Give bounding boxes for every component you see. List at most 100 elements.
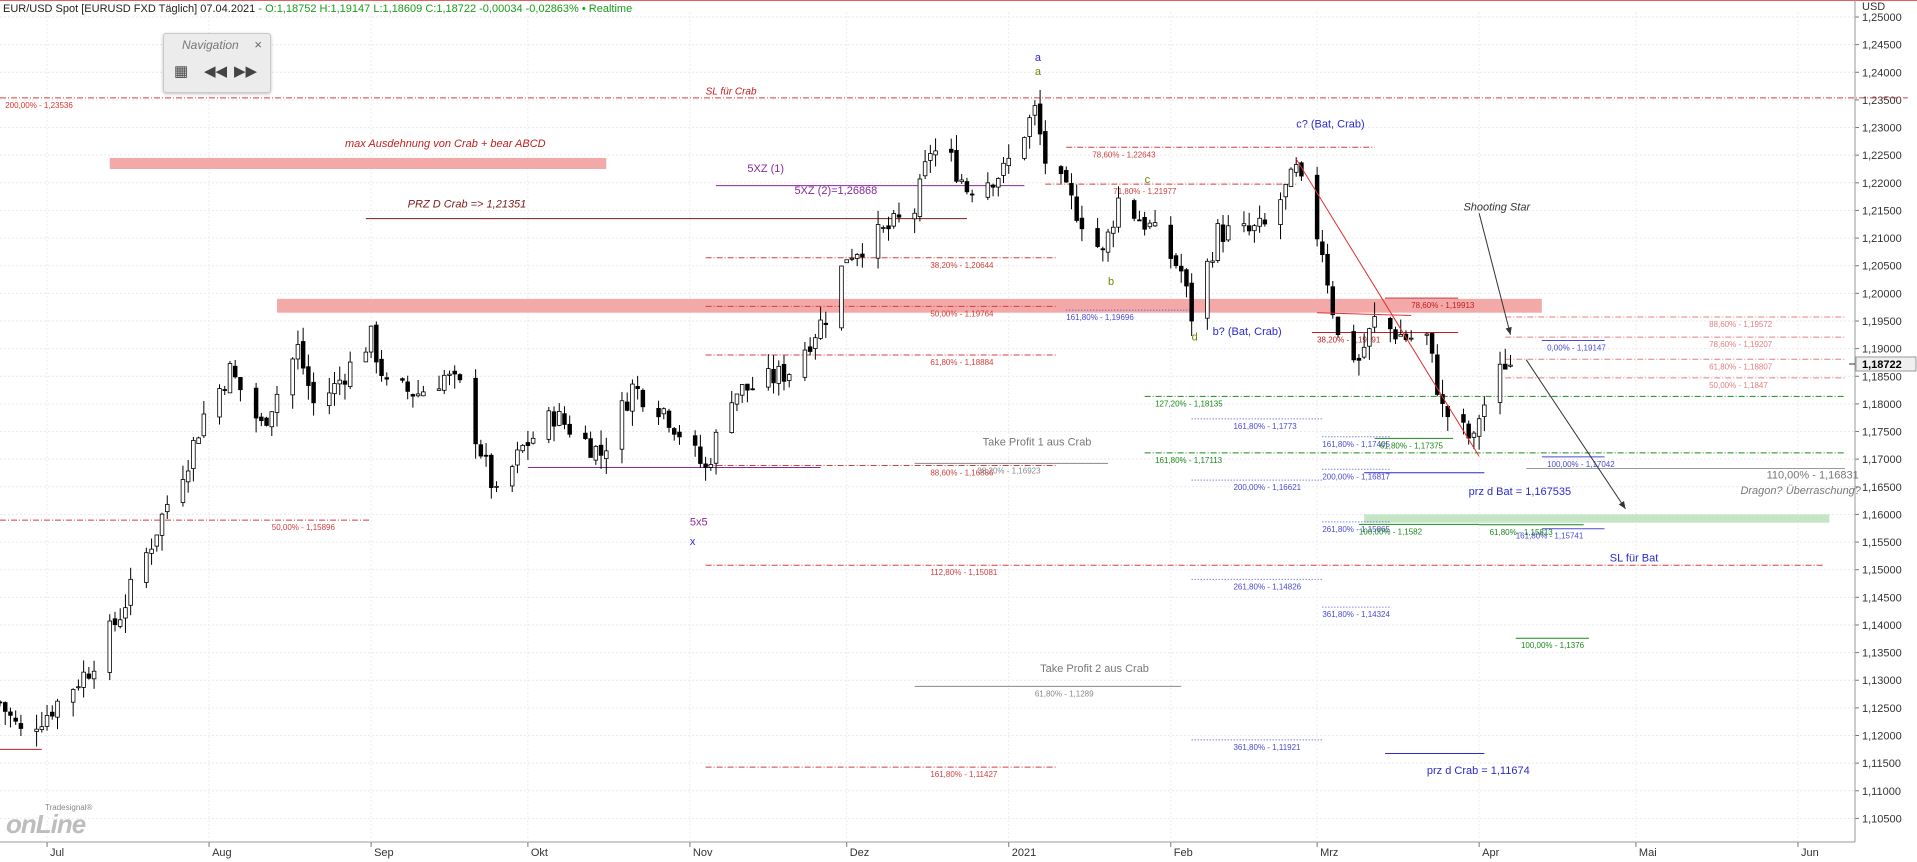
candle-body: [1058, 166, 1064, 175]
candle-body: [839, 265, 844, 329]
candle-body: [128, 578, 133, 606]
candle-body: [1064, 170, 1069, 183]
chart-annotation: Take Profit 2 aus Crab: [1040, 663, 1149, 675]
close-icon[interactable]: ×: [254, 37, 262, 52]
candle-body: [1372, 316, 1377, 328]
candle-body: [844, 259, 849, 264]
candle-body: [630, 383, 635, 412]
candle-body: [1001, 162, 1006, 176]
candle-body: [729, 402, 734, 434]
candle-body: [8, 711, 13, 716]
fib-level-label: 88,60% - 1,16886: [930, 468, 994, 477]
candle-body: [1210, 260, 1215, 263]
candle-body: [300, 341, 306, 369]
y-tick-label: 1,23000: [1862, 123, 1902, 135]
candle-body: [1043, 131, 1048, 164]
candle-body: [18, 723, 24, 729]
candle-body: [436, 388, 442, 391]
tradesignal-logo: Tradesignal® onLine: [5, 803, 105, 839]
candle-body: [1461, 414, 1466, 423]
candle-body: [1408, 337, 1414, 340]
candle-body: [954, 150, 959, 182]
y-tick-label: 1,20000: [1862, 288, 1902, 300]
candle-body: [860, 253, 865, 258]
candle-body: [807, 346, 813, 352]
candle-body: [1257, 217, 1262, 227]
y-tick-label: 1,21000: [1862, 233, 1902, 245]
candle-body: [1022, 137, 1027, 159]
candle-body: [818, 319, 823, 339]
fib-level-label: 61,80% - 1,18884: [930, 358, 994, 367]
x-tick-label: 2021: [1012, 847, 1036, 859]
candle-body: [786, 374, 792, 381]
x-tick-label: Nov: [693, 847, 713, 859]
candle-body: [400, 378, 405, 381]
candle-body: [656, 407, 661, 418]
candle-body: [515, 449, 520, 466]
candle-body: [185, 470, 191, 483]
candle-body: [640, 389, 646, 408]
y-tick-label: 1,23500: [1862, 95, 1902, 107]
fib-level-label: 361,80% - 1,11921: [1233, 743, 1301, 752]
candle-body: [886, 225, 891, 230]
candle-body: [447, 373, 452, 376]
candle-body: [1069, 183, 1074, 196]
fib-level-label: 161,80% - 1,1773: [1233, 422, 1297, 431]
candle-body: [672, 428, 677, 435]
candle-body: [734, 393, 740, 405]
candle-body: [180, 479, 186, 503]
candle-body: [1246, 225, 1252, 232]
candle-body: [1189, 282, 1194, 322]
fib-level-label: 38,20% - 1,20644: [930, 261, 994, 270]
fib-level-label: 100,00% - 1,1582: [1359, 527, 1423, 536]
candle-body: [1220, 224, 1226, 242]
candle-body: [583, 432, 588, 439]
fib-level-label: 78,60% - 1,19207: [1709, 340, 1773, 349]
chart-annotation: 5XZ (2)=1,26868: [794, 185, 877, 197]
candle-body: [327, 392, 332, 406]
candle-body: [442, 374, 447, 391]
y-tick-label: 1,19500: [1862, 316, 1902, 328]
candle-body: [1471, 432, 1477, 438]
chart-annotation: 110,00% - 1,16831: [1767, 470, 1859, 482]
candle-body: [1147, 222, 1153, 228]
candle-body: [546, 410, 552, 440]
scroll-back-button[interactable]: ◀◀: [204, 63, 228, 80]
candle-body: [217, 388, 222, 418]
candle-body: [1351, 331, 1356, 361]
candle-body: [1037, 103, 1043, 135]
candle-body: [1278, 199, 1283, 225]
chart-annotation: Shooting Star: [1463, 201, 1531, 213]
navigation-panel[interactable]: Navigation × ▦ ◀◀ ▶▶: [163, 33, 271, 93]
candle-body: [311, 381, 316, 404]
y-tick-label: 1,11500: [1862, 758, 1901, 770]
candle-body: [1330, 286, 1336, 316]
fib-level-label: 161,80% - 1,17113: [1155, 456, 1223, 465]
candle-body: [201, 413, 207, 437]
arrow-shaft: [1478, 213, 1511, 335]
chart-annotation: a: [1035, 66, 1042, 78]
y-tick-label: 1,25000: [1862, 12, 1902, 24]
fib-level-label: 88,60% - 1,19572: [1709, 320, 1773, 329]
y-tick-label: 1,22000: [1862, 178, 1902, 190]
candle-body: [50, 711, 55, 717]
candle-body: [703, 463, 708, 468]
candle-body: [253, 387, 259, 419]
grid-icon[interactable]: ▦: [174, 63, 189, 80]
candle-body: [530, 437, 536, 444]
chart-annotation: 5XZ (1): [747, 163, 784, 175]
candle-body: [698, 446, 703, 464]
chart-annotation: prz d Crab = 1,11674: [1427, 765, 1530, 777]
candle-body: [259, 416, 264, 422]
candle-body: [494, 485, 499, 488]
candle-body: [1079, 217, 1085, 230]
candle-body: [624, 401, 630, 411]
navigation-title: Navigation: [182, 38, 239, 52]
logo-small-text: Tradesignal®: [45, 803, 93, 812]
candle-body: [802, 349, 808, 378]
candle-body: [295, 344, 301, 360]
scroll-forward-button[interactable]: ▶▶: [234, 63, 258, 80]
candle-body: [1184, 269, 1189, 287]
